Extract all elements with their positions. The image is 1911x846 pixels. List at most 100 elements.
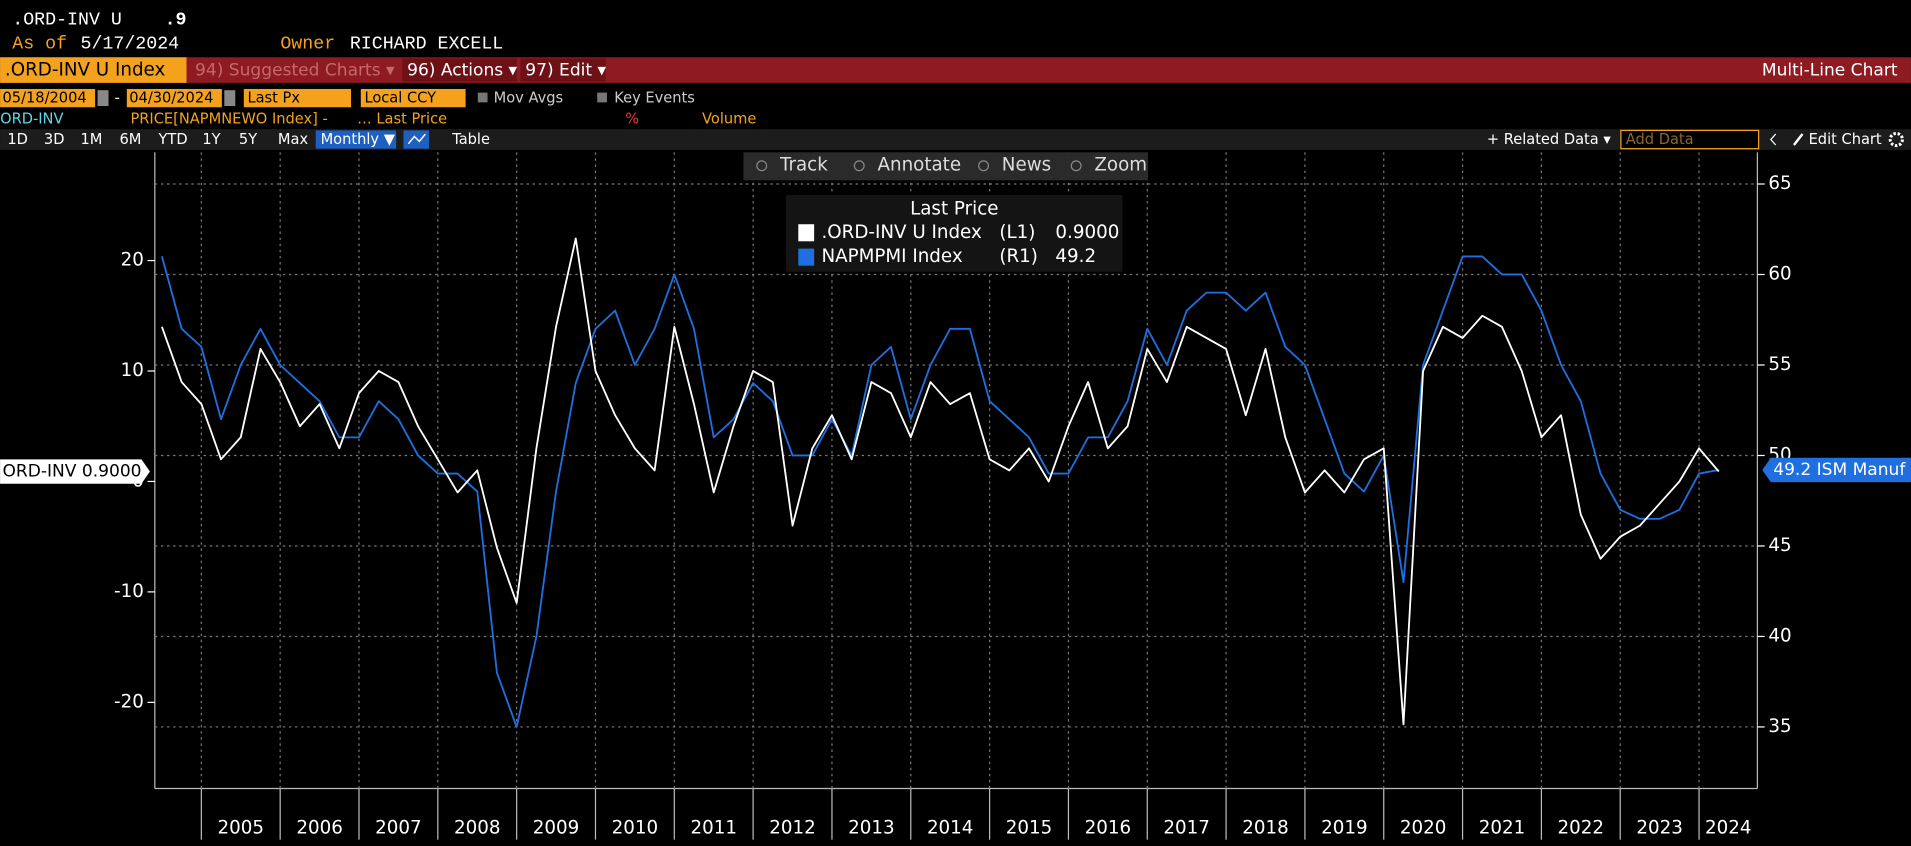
tool-button[interactable]: Zoom [1094,155,1147,176]
add-data[interactable]: Add Data [1626,131,1694,148]
x-tick-label: 2021 [1479,818,1526,839]
period-button[interactable]: 5Y [239,131,257,148]
y2-tick-label: 60 [1768,263,1791,284]
ticker: .ORD-INV U [12,10,122,30]
x-tick-label: 2023 [1636,818,1683,839]
last-value: .9 [165,10,187,30]
frequency-box[interactable] [315,130,397,149]
legend-title: Last Price [910,199,998,220]
currency[interactable]: Local CCY [364,90,436,107]
legend [786,194,1123,272]
period-button[interactable]: 3D [44,131,65,148]
y2-tick-label: 65 [1768,173,1791,194]
edit-chart[interactable]: Edit Chart [1809,131,1882,148]
x-tick-label: 2022 [1558,818,1605,839]
study-pct: % [625,110,639,127]
x-tick-label: 2017 [1163,818,1209,839]
collapse-icon[interactable] [1769,133,1777,146]
actions-button[interactable] [402,58,517,82]
suggested-charts[interactable]: 94) Suggested Charts ▾ [195,61,395,81]
start-date-box[interactable] [0,88,96,108]
owner: RICHARD EXCELL [350,35,503,55]
x-tick-label: 2018 [1242,818,1289,839]
x-tick-label: 2015 [1006,818,1052,839]
as-of-date: 5/17/2024 [80,35,179,55]
end-date-box[interactable] [126,88,222,108]
chart-type: Multi-Line Chart [1762,61,1898,81]
date-dash: - [115,90,120,107]
y-tick-label: 10 [121,360,144,381]
checkbox[interactable] [597,92,607,103]
checkbox[interactable] [477,92,488,103]
period-button[interactable]: YTD [157,131,187,148]
security[interactable]: .ORD-INV U Index [5,60,166,81]
period-button[interactable]: 6M [119,131,141,148]
settings-icon[interactable] [1888,131,1904,148]
legend-label: .ORD-INV U Index [821,222,982,243]
chart-style-button[interactable] [403,130,430,149]
legend-swatch [798,248,815,266]
x-tick-label: 2010 [612,818,659,839]
edit[interactable]: 97) Edit ▾ [525,61,606,81]
last-value-tag-label: 49.2 ISM Manuf [1773,460,1906,480]
legend-axis: (L1) [999,222,1035,243]
x-tick-label: 2005 [218,818,265,839]
legend-swatch [798,224,815,242]
y2-tick-label: 40 [1768,625,1791,646]
owner-label: Owner [280,35,335,55]
x-tick-label: 2009 [533,818,580,839]
tool-button[interactable]: News [1002,155,1051,176]
end-date[interactable]: 04/30/2024 [129,90,213,107]
x-tick-label: 2007 [375,818,421,839]
security-box[interactable] [0,57,187,83]
function-bar [0,57,1911,83]
currency-box[interactable] [360,88,466,108]
period-button[interactable]: Max [278,131,309,148]
x-tick-label: 2011 [690,818,737,839]
legend-value: 0.9000 [1055,222,1119,243]
x-tick-label: 2013 [848,818,895,839]
start-date[interactable]: 05/18/2004 [3,90,87,107]
table[interactable]: Table [451,131,490,148]
related-data[interactable]: + Related Data ▾ [1487,131,1612,148]
tool-icon[interactable] [1070,160,1082,172]
tool-icon[interactable] [756,160,768,172]
x-tick-label: 2020 [1400,818,1447,839]
frequency[interactable]: Monthly ▼ [321,131,396,148]
field[interactable]: Last Px [247,90,300,107]
period-button[interactable]: 1D [7,131,28,148]
edit-button[interactable] [520,58,606,82]
study-name: ORD-INV [0,110,63,127]
field-box[interactable] [243,88,352,108]
x-tick-label: 2014 [927,818,974,839]
mov-avgs[interactable]: Mov Avgs [494,90,564,107]
y2-tick-label: 35 [1768,716,1791,737]
series-line [161,237,1720,726]
x-tick-label: 2006 [296,818,342,839]
legend-value: 49.2 [1055,246,1096,267]
x-tick-label: 2024 [1705,818,1752,839]
y-tick-label: -20 [114,691,144,712]
tool-button[interactable]: Track [779,155,828,176]
series-line [161,255,1719,728]
legend-label: NAPMPMI Index [821,246,962,267]
x-tick-label: 2019 [1321,818,1367,839]
x-tick-label: 2008 [454,818,501,839]
actions[interactable]: 96) Actions ▾ [407,61,517,81]
x-tick-label: 2016 [1085,818,1132,839]
add-data-box[interactable] [1620,129,1760,150]
legend-axis: (R1) [999,246,1038,267]
x-tick-label: 2012 [769,818,816,839]
calendar-icon[interactable] [97,90,109,107]
period-button[interactable]: 1Y [202,131,220,148]
tool-button[interactable]: Annotate [878,155,962,176]
tool-icon[interactable] [978,160,990,172]
period-button[interactable]: 1M [80,131,102,148]
y2-tick-label: 45 [1768,535,1791,556]
tool-icon[interactable] [853,160,865,172]
key-events[interactable]: Key Events [614,90,695,107]
y2-tick-label: 55 [1768,354,1791,375]
calendar-icon[interactable] [224,90,236,107]
study-volume: Volume [702,110,756,127]
